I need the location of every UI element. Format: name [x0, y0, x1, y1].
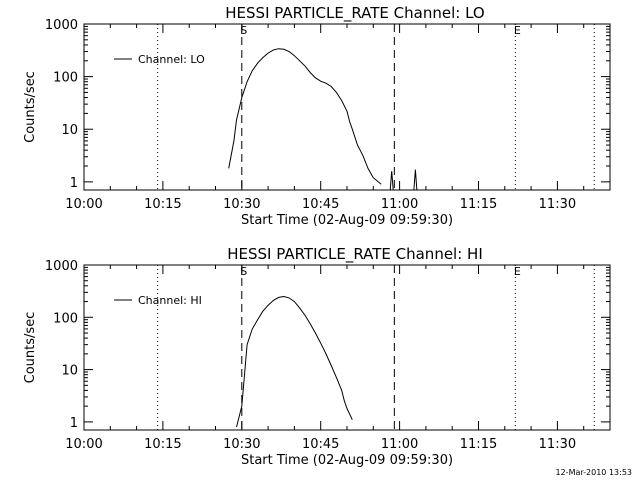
y-axis-label: Counts/sec — [23, 71, 38, 143]
x-tick-label: 10:30 — [223, 437, 260, 452]
x-tick-label: 10:00 — [65, 197, 102, 212]
event-marker-label: S — [240, 265, 247, 278]
legend-label: Channel: HI — [138, 294, 202, 307]
x-tick-label: 10:45 — [302, 197, 339, 212]
x-tick-label: 11:00 — [381, 437, 418, 452]
x-tick-label: 10:00 — [65, 437, 102, 452]
x-tick-label: 10:45 — [302, 437, 339, 452]
x-axis-label: Start Time (02-Aug-09 09:59:30) — [241, 453, 453, 468]
y-tick-label: 100 — [53, 71, 78, 86]
y-tick-label: 10 — [61, 123, 78, 138]
plot-frame — [83, 23, 611, 191]
series-line — [236, 295, 353, 428]
event-marker-label: E — [514, 265, 521, 278]
chart-panel-2: HESSI PARTICLE_RATE Channel: HI 10:00 10:1… — [23, 245, 611, 468]
x-tick-label: 11:15 — [460, 437, 497, 452]
y-tick-label: 1000 — [45, 259, 78, 274]
series-spike — [413, 169, 418, 191]
x-tick-label: 11:30 — [539, 197, 576, 212]
plot-timestamp: 12-Mar-2010 13:53 — [555, 468, 633, 477]
x-tick-label: 11:15 — [460, 197, 497, 212]
legend-label: Channel: LO — [138, 53, 205, 66]
x-tick-label: 11:30 — [539, 437, 576, 452]
plot-frame — [83, 264, 611, 431]
x-tick-label: 10:15 — [144, 197, 181, 212]
chart-title: HESSI PARTICLE_RATE Channel: HI — [227, 245, 483, 264]
series-spike — [389, 171, 394, 191]
x-tick-label: 10:15 — [144, 437, 181, 452]
y-tick-label: 1000 — [45, 18, 78, 33]
y-tick-label: 10 — [61, 364, 78, 379]
y-tick-label: 100 — [53, 311, 78, 326]
x-axis-label: Start Time (02-Aug-09 09:59:30) — [241, 213, 453, 228]
series-line — [228, 48, 382, 185]
y-axis-label: Counts/sec — [23, 312, 38, 384]
x-tick-label: 11:00 — [381, 197, 418, 212]
event-marker-label: E — [514, 24, 521, 37]
chart-title: HESSI PARTICLE_RATE Channel: LO — [225, 4, 484, 23]
x-tick-label: 10:30 — [223, 197, 260, 212]
chart-panel-1: HESSI PARTICLE_RATE Channel: LO 10:00 10:1… — [23, 4, 611, 228]
y-tick-label: 1 — [70, 176, 78, 191]
y-tick-label: 1 — [70, 416, 78, 431]
event-marker-label: S — [240, 24, 247, 37]
